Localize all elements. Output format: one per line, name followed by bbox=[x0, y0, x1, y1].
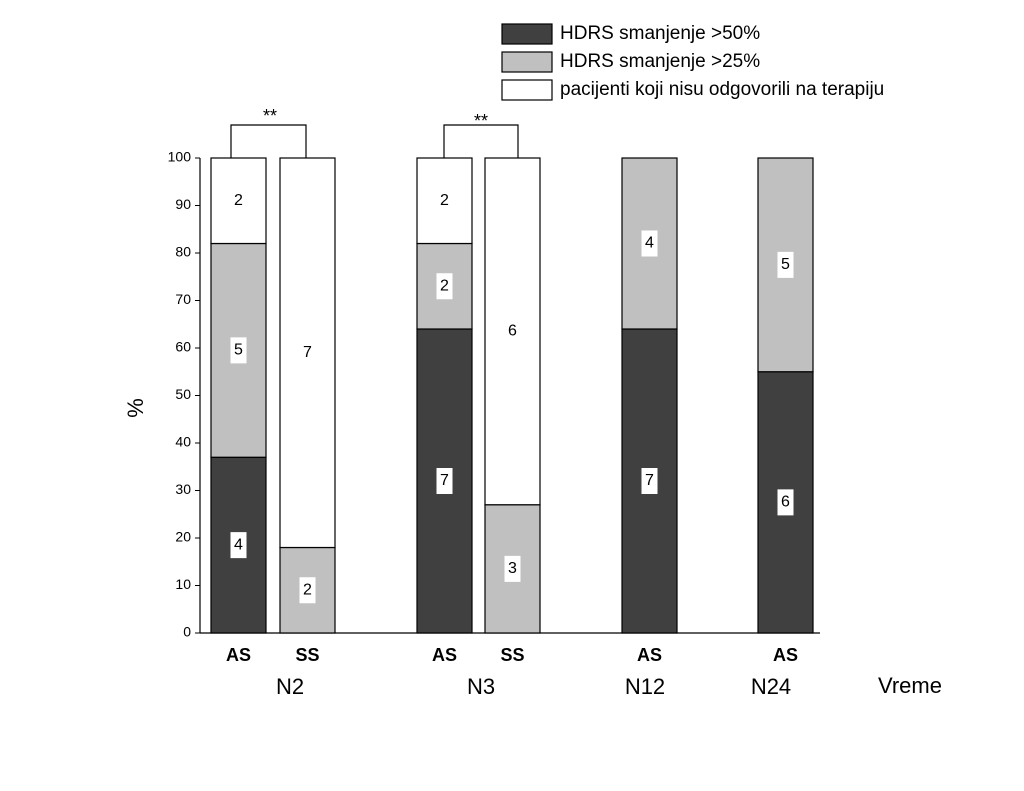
data-label: 2 bbox=[440, 192, 449, 209]
x-tick-label: SS bbox=[295, 645, 319, 665]
data-label: 6 bbox=[508, 323, 517, 340]
group-label: N2 bbox=[276, 674, 304, 699]
data-label: 7 bbox=[645, 472, 654, 489]
y-tick-label: 0 bbox=[183, 624, 191, 640]
y-tick-label: 50 bbox=[175, 386, 191, 402]
data-label-bg bbox=[299, 339, 316, 366]
data-label-bg bbox=[504, 318, 521, 345]
data-label-bg bbox=[436, 187, 453, 214]
x-axis-label: Vreme bbox=[878, 673, 942, 698]
data-label-bg bbox=[777, 251, 794, 278]
data-label-bg bbox=[777, 489, 794, 516]
y-tick-label: 40 bbox=[175, 434, 191, 450]
x-tick-label: SS bbox=[500, 645, 524, 665]
legend-swatch bbox=[501, 79, 553, 101]
y-tick-label: 70 bbox=[175, 291, 191, 307]
data-label: 6 bbox=[781, 494, 790, 511]
legend-swatch bbox=[501, 51, 553, 73]
significance-bracket bbox=[230, 124, 307, 158]
x-tick-label: AS bbox=[637, 645, 662, 665]
y-tick-label: 30 bbox=[175, 481, 191, 497]
data-label-bg bbox=[641, 230, 658, 257]
data-label-bg bbox=[504, 555, 521, 582]
data-label: 7 bbox=[303, 344, 312, 361]
annotation: ** bbox=[263, 106, 277, 126]
y-axis-label: % bbox=[123, 398, 148, 418]
data-label-bg bbox=[230, 187, 247, 214]
y-tick-label: 90 bbox=[175, 196, 191, 212]
group-label: N3 bbox=[467, 674, 495, 699]
data-label: 3 bbox=[508, 560, 517, 577]
legend-swatch bbox=[501, 23, 553, 45]
data-label: 4 bbox=[234, 536, 243, 553]
data-label: 4 bbox=[645, 235, 654, 252]
x-tick-label: AS bbox=[226, 645, 251, 665]
x-tick-label: AS bbox=[773, 645, 798, 665]
data-label-bg bbox=[299, 577, 316, 604]
y-tick-label: 100 bbox=[168, 149, 192, 165]
y-tick-label: 80 bbox=[175, 244, 191, 260]
group-label: N24 bbox=[751, 674, 791, 699]
annotation: ** bbox=[474, 111, 488, 131]
data-label: 2 bbox=[303, 581, 312, 598]
data-label-bg bbox=[230, 532, 247, 559]
y-tick-label: 10 bbox=[175, 576, 191, 592]
data-label-bg bbox=[436, 273, 453, 300]
data-label: 5 bbox=[781, 256, 790, 273]
group-label: N12 bbox=[625, 674, 665, 699]
data-label-bg bbox=[230, 337, 247, 364]
x-tick-label: AS bbox=[432, 645, 457, 665]
data-label: 7 bbox=[440, 472, 449, 489]
legend-label: HDRS smanjenje >25% bbox=[560, 51, 760, 72]
data-label: 5 bbox=[234, 342, 243, 359]
legend-label: pacijenti koji nisu odgovorili na terapi… bbox=[560, 79, 884, 100]
significance-bracket bbox=[443, 124, 519, 158]
y-tick-label: 60 bbox=[175, 339, 191, 355]
legend-label: HDRS smanjenje >50% bbox=[560, 23, 760, 44]
data-label: 2 bbox=[440, 277, 449, 294]
y-tick-label: 20 bbox=[175, 529, 191, 545]
data-label-bg bbox=[436, 468, 453, 494]
data-label: 2 bbox=[234, 192, 243, 209]
data-label-bg bbox=[641, 468, 658, 494]
